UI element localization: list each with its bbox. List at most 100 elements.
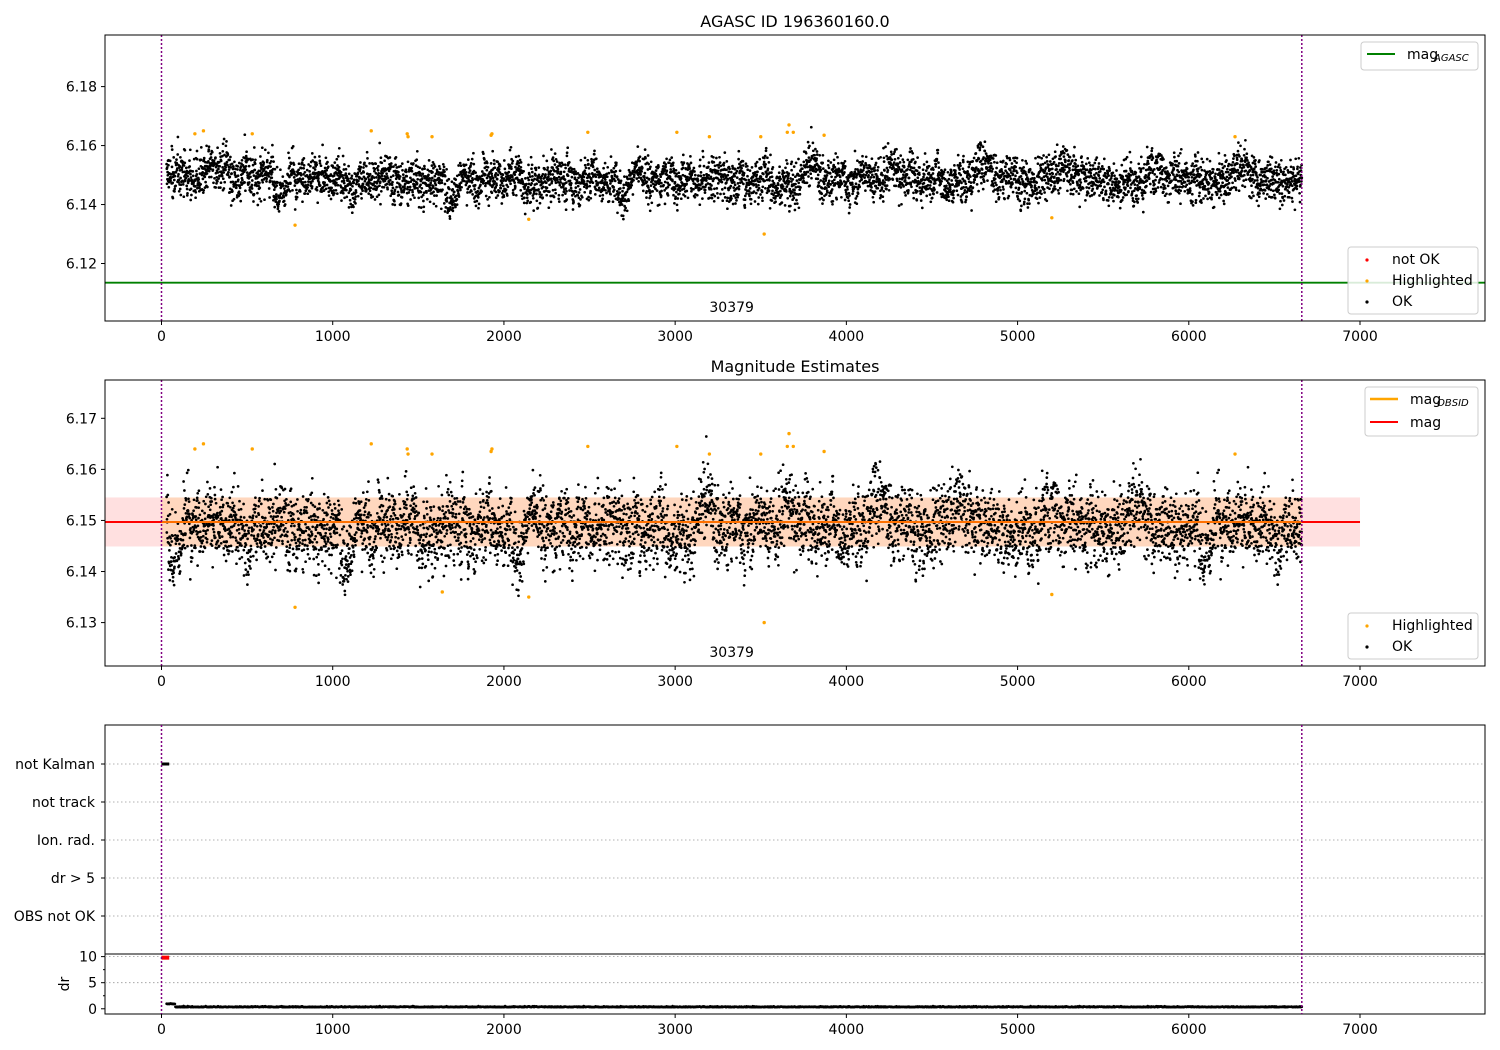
ok-point (735, 169, 739, 173)
ok-point (412, 162, 415, 165)
ok-point (474, 171, 477, 174)
ok-point (994, 154, 998, 157)
ok-point (779, 189, 782, 193)
ok-point (1091, 164, 1095, 167)
ok-point (530, 170, 534, 174)
ok-point (1080, 155, 1083, 158)
ok-point (1083, 173, 1087, 176)
ok-point (911, 157, 915, 161)
ok-point (921, 190, 925, 194)
ok-point (530, 182, 534, 185)
ok-point (517, 154, 521, 158)
ok-point (170, 148, 174, 151)
ok-point (494, 190, 498, 194)
ok-point (173, 174, 177, 178)
ok-point (430, 179, 433, 182)
ok-point (740, 177, 744, 180)
ok-point (702, 164, 706, 168)
ok-point (1084, 162, 1088, 166)
ok-point (1021, 158, 1024, 162)
ok-point (826, 190, 829, 194)
ok-point (1052, 175, 1056, 179)
ok-point (252, 192, 256, 196)
ok-point (995, 161, 999, 165)
ok-point (293, 208, 297, 211)
ok-point (217, 160, 221, 164)
ok-point (662, 183, 665, 187)
ok-point (594, 157, 598, 161)
ok-point (937, 161, 940, 164)
ok-point (825, 174, 829, 177)
ok-point (427, 173, 430, 177)
ok-point (901, 158, 905, 161)
ok-point (945, 198, 949, 202)
ok-point (459, 164, 463, 168)
ok-point (215, 182, 218, 185)
ok-point (237, 190, 241, 194)
ok-point (850, 170, 853, 174)
ok-point (594, 175, 598, 179)
ok-point (990, 165, 993, 168)
ok-point (342, 176, 345, 180)
ok-point (279, 168, 282, 172)
ok-point (379, 202, 382, 206)
ok-point (721, 175, 725, 179)
ok-point (557, 175, 561, 179)
ok-point (356, 171, 360, 175)
ok-point (349, 202, 353, 206)
ok-point (701, 197, 704, 200)
ok-point (1002, 171, 1006, 175)
ok-point (278, 194, 282, 197)
ok-point (306, 192, 310, 196)
ok-point (795, 179, 799, 182)
ok-point (870, 170, 874, 173)
ok-point (323, 170, 327, 174)
ok-point (360, 172, 363, 175)
ok-point (524, 177, 527, 180)
ok-point (445, 167, 448, 171)
ok-point (1045, 199, 1049, 203)
ok-point (713, 187, 716, 191)
ok-point (268, 196, 271, 199)
ok-point (969, 175, 972, 178)
ok-point (1133, 200, 1136, 204)
ok-point (781, 185, 785, 188)
ok-point (1130, 170, 1134, 174)
ok-point (893, 157, 897, 161)
ok-point (646, 203, 650, 206)
ok-point (1062, 155, 1066, 158)
ok-point (295, 195, 299, 199)
ok-point (768, 206, 772, 210)
ok-point (914, 160, 917, 164)
ok-point (368, 172, 372, 176)
ok-point (443, 170, 446, 173)
ok-point (1118, 206, 1122, 210)
ok-point (966, 160, 970, 164)
ok-point (325, 183, 329, 187)
ok-point (784, 174, 788, 178)
ok-point (931, 172, 935, 175)
ok-point (299, 173, 303, 177)
ok-point (879, 155, 882, 159)
ok-point (843, 165, 847, 168)
ok-point (238, 192, 242, 196)
ok-point (415, 182, 419, 185)
ok-point (352, 178, 356, 182)
ok-point (431, 170, 434, 174)
ok-point (399, 164, 403, 168)
ok-point (368, 162, 371, 165)
ok-point (603, 161, 607, 165)
ok-point (1128, 150, 1132, 154)
ok-point (252, 174, 256, 177)
ok-point (1098, 177, 1102, 180)
ok-point (1022, 165, 1026, 169)
ok-point (810, 176, 813, 180)
ok-point (1087, 161, 1091, 165)
ok-point (657, 165, 660, 169)
ok-point (377, 172, 381, 175)
ok-point (328, 180, 332, 183)
ok-point (1141, 210, 1145, 214)
ok-point (1107, 195, 1111, 199)
ok-point (895, 179, 899, 183)
ok-point (536, 206, 540, 210)
